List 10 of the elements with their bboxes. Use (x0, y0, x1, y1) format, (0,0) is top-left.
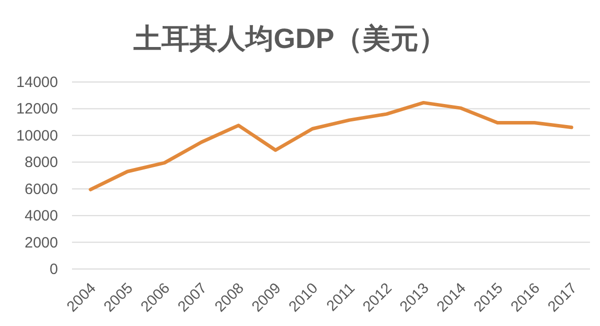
y-tick-label: 10000 (16, 127, 58, 144)
y-tick-label: 6000 (24, 180, 58, 198)
y-tick-label: 4000 (24, 208, 58, 225)
chart-title: 土耳其人均GDP（美元） (132, 23, 446, 54)
y-tick-label: 8000 (24, 154, 58, 172)
y-tick-label: 0 (50, 261, 58, 278)
y-tick-label: 12000 (16, 100, 58, 118)
y-tick-label: 14000 (16, 74, 58, 91)
line-series (88, 100, 574, 192)
y-tick-label: 2000 (24, 234, 58, 252)
